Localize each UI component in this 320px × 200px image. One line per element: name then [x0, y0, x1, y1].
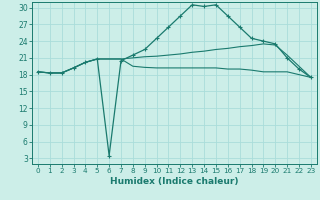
- X-axis label: Humidex (Indice chaleur): Humidex (Indice chaleur): [110, 177, 239, 186]
